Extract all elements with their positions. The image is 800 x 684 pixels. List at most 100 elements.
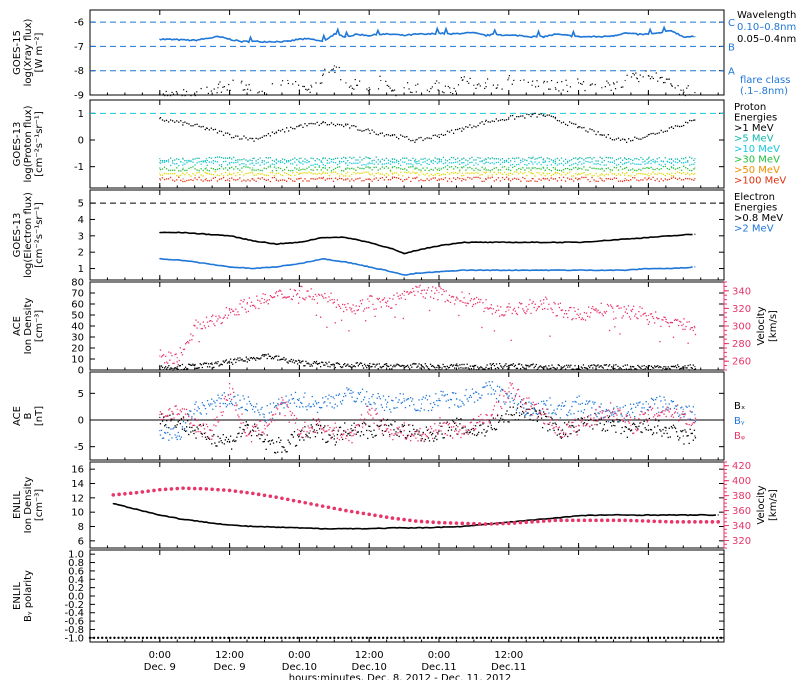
data-marker <box>299 39 300 40</box>
data-point <box>347 172 348 173</box>
data-point <box>673 167 674 168</box>
data-point <box>615 317 616 318</box>
data-point <box>172 179 173 180</box>
data-point <box>595 181 596 182</box>
data-point <box>388 86 389 87</box>
data-point <box>634 416 635 417</box>
data-point <box>626 142 627 143</box>
data-point <box>300 173 301 174</box>
data-point <box>282 179 283 180</box>
data-point <box>329 124 330 125</box>
data-marker <box>683 366 684 367</box>
data-point <box>272 177 273 178</box>
data-marker <box>194 40 195 41</box>
data-point <box>431 410 432 411</box>
data-point <box>595 134 596 135</box>
data-point <box>262 170 263 171</box>
data-marker <box>566 85 567 86</box>
data-point <box>470 431 471 432</box>
data-point <box>449 87 450 88</box>
data-point <box>683 443 684 444</box>
data-marker <box>276 162 277 163</box>
data-point <box>509 75 510 76</box>
data-marker <box>322 258 323 259</box>
data-marker <box>601 270 602 271</box>
data-point <box>388 179 389 180</box>
data-marker <box>543 303 544 304</box>
data-point <box>416 177 417 178</box>
data-point <box>661 178 662 179</box>
data-marker <box>281 446 282 447</box>
data-point <box>188 123 189 124</box>
data-point <box>238 360 239 361</box>
data-marker <box>206 127 207 128</box>
data-marker <box>630 430 631 431</box>
data-marker <box>438 134 439 135</box>
data-point <box>454 367 455 368</box>
data-point <box>463 434 464 435</box>
data-point <box>524 368 525 369</box>
data-point <box>486 430 487 431</box>
data-point <box>500 406 501 407</box>
data-point <box>200 412 201 413</box>
data-point <box>675 158 676 159</box>
data-point <box>677 412 678 413</box>
data-point <box>172 170 173 171</box>
data-point <box>496 179 497 180</box>
data-point <box>620 174 621 175</box>
data-marker <box>485 82 486 83</box>
data-marker <box>625 162 626 163</box>
data-point <box>196 420 197 421</box>
data-point <box>224 443 225 444</box>
data-point <box>192 125 193 126</box>
data-point <box>446 401 447 402</box>
data-point <box>682 430 683 431</box>
data-point <box>186 160 187 161</box>
data-point <box>249 433 250 434</box>
data-point <box>677 436 678 437</box>
data-point <box>327 425 328 426</box>
data-point <box>685 162 686 163</box>
data-point <box>431 428 432 429</box>
data-point <box>317 178 318 179</box>
data-point <box>507 368 508 369</box>
data-point <box>645 70 646 71</box>
data-point <box>187 420 188 421</box>
data-point <box>304 158 305 159</box>
data-point <box>600 164 601 165</box>
data-point <box>209 366 210 367</box>
data-point <box>522 177 523 178</box>
data-point <box>451 130 452 131</box>
data-point <box>170 428 171 429</box>
data-point <box>347 303 348 304</box>
data-point <box>463 175 464 176</box>
data-point <box>248 424 249 425</box>
data-point <box>394 366 395 367</box>
data-point <box>263 433 264 434</box>
data-point <box>454 303 455 304</box>
data-point <box>188 168 189 169</box>
data-point <box>424 170 425 171</box>
data-point <box>449 131 450 132</box>
data-point <box>372 160 373 161</box>
data-point <box>177 424 178 425</box>
data-point <box>496 363 497 364</box>
data-point <box>406 158 407 159</box>
y-tick-label: 0 <box>78 366 84 377</box>
data-point <box>613 83 614 84</box>
data-marker <box>229 361 230 362</box>
data-point <box>192 364 193 365</box>
data-point <box>184 170 185 171</box>
data-point <box>357 159 358 160</box>
data-point <box>161 430 162 431</box>
data-point <box>231 448 232 449</box>
data-point <box>455 166 456 167</box>
data-point <box>304 392 305 393</box>
data-point <box>384 431 385 432</box>
data-point <box>211 128 212 129</box>
data-point <box>260 157 261 158</box>
data-point <box>685 174 686 175</box>
data-point <box>409 424 410 425</box>
data-point <box>214 88 215 89</box>
data-point <box>270 443 271 444</box>
